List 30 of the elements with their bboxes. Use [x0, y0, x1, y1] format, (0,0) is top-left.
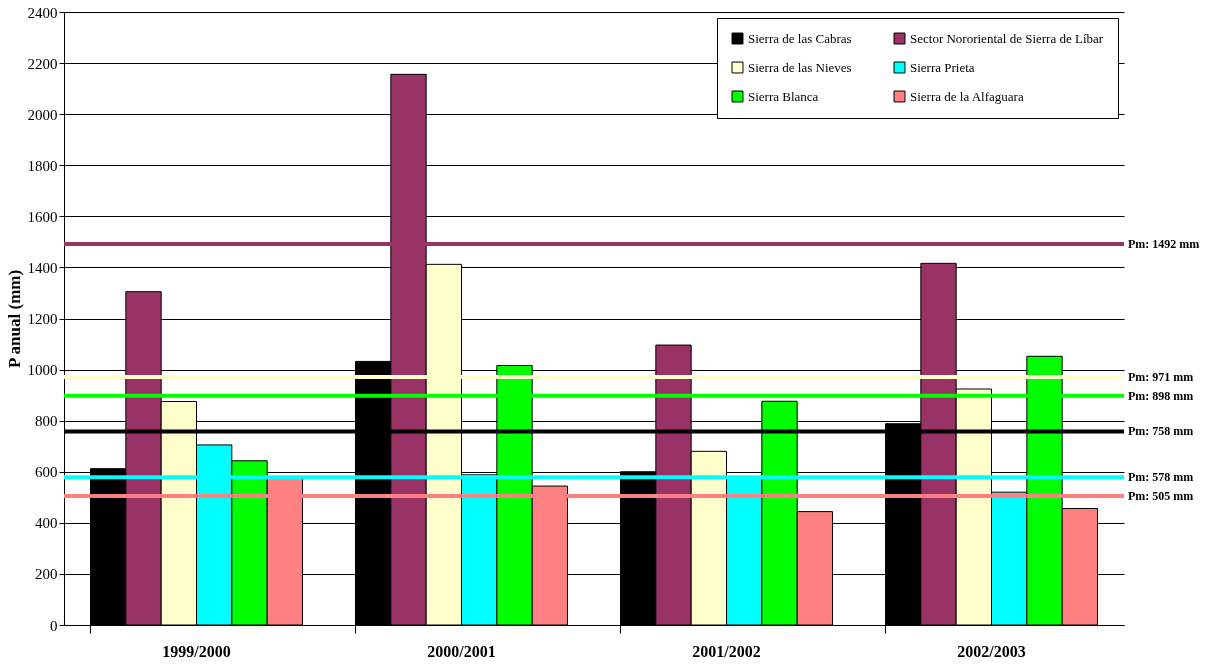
- y-tick-label: 1600: [27, 208, 58, 225]
- y-tick-label: 400: [35, 515, 58, 532]
- y-tick-label: 600: [35, 464, 58, 481]
- y-tick-label: 200: [35, 566, 58, 583]
- y-tick-label: 1400: [27, 259, 58, 276]
- y-tick-label: 1200: [27, 311, 58, 327]
- legend-label: Sierra Blanca: [748, 88, 819, 104]
- y-tick-label: 2200: [27, 55, 58, 72]
- legend-label: Sierra de las Nieves: [748, 59, 852, 75]
- y-axis-title: P anual (mm): [4, 269, 24, 369]
- x-tick-label: 2002/2003: [957, 642, 1026, 660]
- legend-label: Sierra de la Alfaguara: [910, 88, 1024, 104]
- ref-line-label: Pm: 898 mm: [1128, 388, 1194, 403]
- ref-line-label: Pm: 758 mm: [1128, 424, 1194, 439]
- legend-label: Sector Nororiental de Sierra de Líbar: [910, 30, 1104, 46]
- ref-line-label: Pm: 1492 mm: [1128, 236, 1200, 251]
- y-tick-label: 0: [50, 617, 58, 634]
- y-tick-label: 800: [35, 413, 58, 430]
- legend-label: Sierra de las Cabras: [748, 30, 852, 46]
- y-tick-label: 2000: [27, 106, 58, 123]
- legend-label: Sierra Prieta: [910, 59, 975, 75]
- y-tick-label: 1800: [27, 157, 58, 174]
- x-tick-label: 2001/2002: [692, 642, 761, 660]
- ref-line-label: Pm: 505 mm: [1128, 489, 1194, 504]
- x-tick-label: 1999/2000: [162, 642, 231, 660]
- y-tick-label: 1000: [27, 362, 58, 379]
- x-tick-label: 2000/2001: [427, 642, 496, 660]
- ref-line-label: Pm: 971 mm: [1128, 369, 1194, 384]
- y-tick-label: 2400: [27, 4, 58, 21]
- ref-line-label: Pm: 578 mm: [1128, 470, 1194, 485]
